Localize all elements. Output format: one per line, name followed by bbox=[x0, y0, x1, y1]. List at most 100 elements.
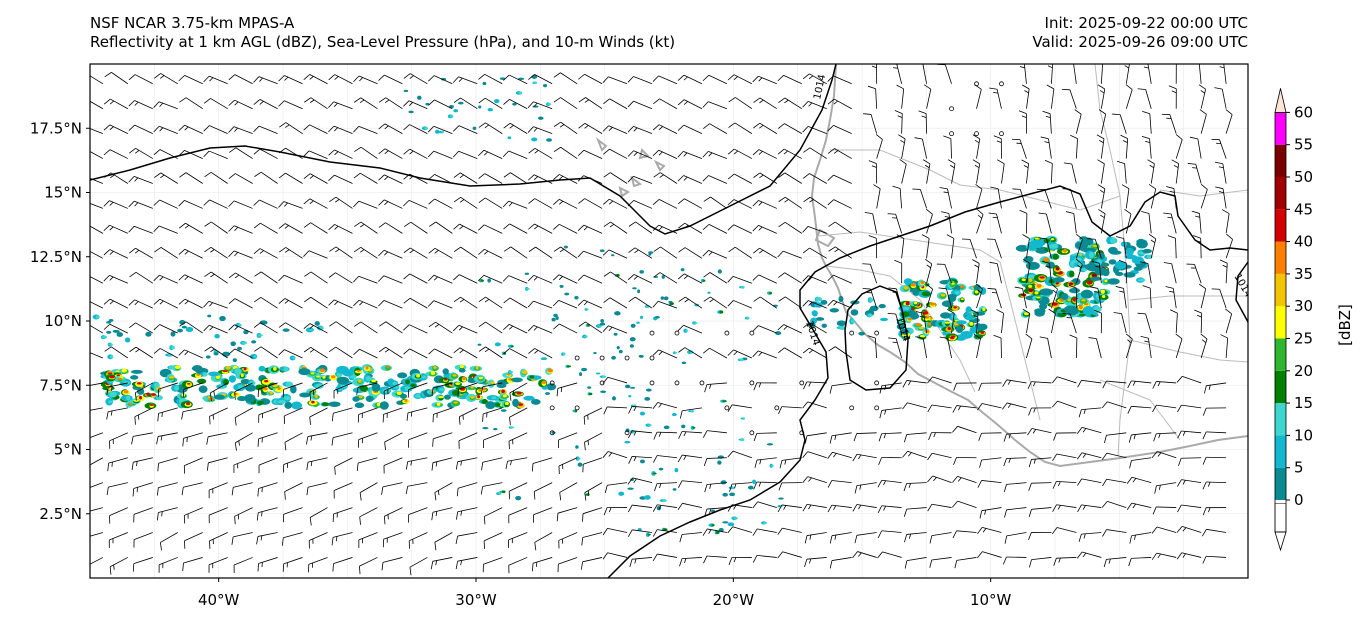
reflectivity-cell bbox=[175, 365, 181, 370]
reflectivity-cell bbox=[277, 399, 286, 404]
reflectivity-cell bbox=[453, 109, 459, 113]
barb-flag bbox=[178, 150, 185, 157]
barb-shaft bbox=[133, 532, 153, 540]
barb-flag bbox=[753, 172, 761, 178]
barb-flag bbox=[184, 250, 189, 255]
reflectivity-cell bbox=[1055, 267, 1060, 271]
barb-flag bbox=[182, 562, 184, 571]
barb-shaft bbox=[184, 532, 203, 542]
barb-flag bbox=[1044, 159, 1053, 164]
barb-flag bbox=[452, 125, 460, 132]
barb-shaft bbox=[184, 149, 203, 159]
barb-flag bbox=[79, 350, 85, 356]
barb-shaft bbox=[875, 88, 878, 109]
barb-shaft bbox=[482, 457, 503, 463]
barb-flag bbox=[928, 432, 932, 441]
barb-shaft bbox=[509, 348, 528, 359]
reflectivity-cell bbox=[257, 334, 263, 337]
barb-shaft bbox=[434, 99, 453, 110]
barb-shaft bbox=[560, 72, 578, 85]
barb-shaft bbox=[981, 507, 1002, 512]
barb-flag bbox=[534, 350, 539, 354]
reflectivity-cell bbox=[470, 386, 474, 389]
barb-flag bbox=[577, 274, 585, 281]
barb-flag bbox=[1052, 481, 1057, 489]
barb-flag bbox=[1169, 309, 1178, 314]
barb-flag bbox=[509, 392, 512, 401]
barb-shaft bbox=[382, 482, 403, 488]
barb-flag bbox=[1095, 265, 1100, 268]
barb-flag bbox=[879, 410, 883, 419]
barb-flag bbox=[553, 323, 560, 330]
barb-shaft bbox=[1031, 482, 1052, 484]
barb-flag bbox=[261, 511, 263, 517]
barb-shaft bbox=[1175, 163, 1180, 184]
barb-flag bbox=[833, 453, 837, 458]
reflectivity-cell bbox=[766, 443, 774, 446]
barb-shaft bbox=[359, 482, 378, 493]
barb-flag bbox=[254, 271, 262, 277]
barb-shaft bbox=[532, 557, 553, 564]
barb-flag bbox=[1075, 233, 1083, 240]
barb-shaft bbox=[1106, 557, 1127, 560]
barb-shaft bbox=[358, 299, 378, 309]
barb-shaft bbox=[184, 457, 203, 466]
barb-flag bbox=[154, 172, 162, 178]
barb-shaft bbox=[1044, 189, 1052, 209]
reflectivity-cell bbox=[336, 365, 349, 374]
reflectivity-cell bbox=[982, 307, 986, 312]
barb-shaft bbox=[534, 147, 553, 159]
calm-marker bbox=[549, 430, 555, 436]
reflectivity-cell bbox=[1034, 309, 1045, 317]
barb-shaft bbox=[258, 76, 278, 85]
barb-shaft bbox=[610, 271, 628, 284]
barb-shaft bbox=[633, 199, 653, 209]
barb-shaft bbox=[408, 100, 428, 110]
barb-shaft bbox=[260, 222, 278, 234]
reflectivity-cell bbox=[907, 317, 912, 321]
reflectivity-cell bbox=[752, 479, 757, 484]
barb-shaft bbox=[732, 275, 752, 284]
barb-flag bbox=[778, 172, 786, 178]
reflectivity-cell bbox=[836, 320, 847, 327]
reflectivity-cell bbox=[911, 311, 919, 319]
barb-flag bbox=[947, 308, 955, 314]
barb-shaft bbox=[234, 324, 253, 334]
barb-shaft bbox=[483, 557, 503, 565]
barb-flag bbox=[808, 349, 814, 354]
barb-flag bbox=[134, 392, 137, 401]
barb-shaft bbox=[1145, 313, 1152, 334]
barb-flag bbox=[178, 124, 185, 131]
barb-shaft bbox=[1181, 430, 1202, 434]
barb-flag bbox=[437, 490, 440, 496]
barb-shaft bbox=[458, 324, 478, 334]
reflectivity-cell bbox=[954, 291, 960, 295]
barb-shaft bbox=[609, 98, 628, 110]
reflectivity-cell bbox=[671, 413, 677, 417]
reflectivity-cell bbox=[599, 322, 606, 326]
barb-flag bbox=[178, 75, 185, 82]
barb-shaft bbox=[1050, 163, 1053, 184]
barb-shaft bbox=[483, 532, 503, 542]
barb-shaft bbox=[558, 532, 578, 541]
barb-shaft bbox=[632, 477, 653, 484]
barb-shaft bbox=[931, 532, 952, 537]
barb-flag bbox=[633, 275, 638, 280]
barb-flag bbox=[181, 411, 184, 420]
reflectivity-cell bbox=[778, 497, 784, 500]
barb-shaft bbox=[732, 504, 752, 508]
barb-flag bbox=[134, 202, 139, 207]
reflectivity-cell bbox=[1015, 244, 1029, 252]
reflectivity-cell bbox=[136, 382, 142, 385]
calm-marker bbox=[699, 380, 705, 386]
barb-flag bbox=[778, 97, 786, 104]
barb-flag bbox=[989, 87, 998, 90]
reflectivity-cell bbox=[356, 369, 361, 372]
reflectivity-cell bbox=[869, 298, 874, 302]
reflectivity-cell bbox=[880, 317, 888, 322]
barb-shaft bbox=[1046, 238, 1052, 259]
barb-flag bbox=[1145, 140, 1151, 144]
barb-shaft bbox=[1024, 64, 1027, 84]
barb-shaft bbox=[1225, 263, 1228, 284]
barb-flag bbox=[310, 461, 313, 467]
